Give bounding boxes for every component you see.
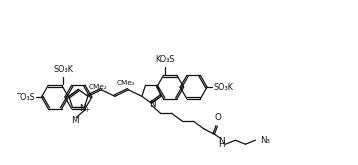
Text: ̅O₃S: ̅O₃S xyxy=(20,93,34,101)
Text: CMe₂: CMe₂ xyxy=(88,84,107,90)
Text: O: O xyxy=(215,113,222,122)
Text: CMe₂: CMe₂ xyxy=(117,80,136,86)
Text: N: N xyxy=(149,100,155,109)
Text: N: N xyxy=(79,104,86,114)
Text: KO₃S: KO₃S xyxy=(155,55,175,64)
Text: +: + xyxy=(84,107,90,114)
Text: SO₃K: SO₃K xyxy=(213,83,233,92)
Text: N: N xyxy=(218,137,225,146)
Text: SO₃K: SO₃K xyxy=(53,65,73,73)
Text: H: H xyxy=(218,140,225,149)
Text: N₃: N₃ xyxy=(260,136,270,145)
Text: M: M xyxy=(72,116,79,126)
